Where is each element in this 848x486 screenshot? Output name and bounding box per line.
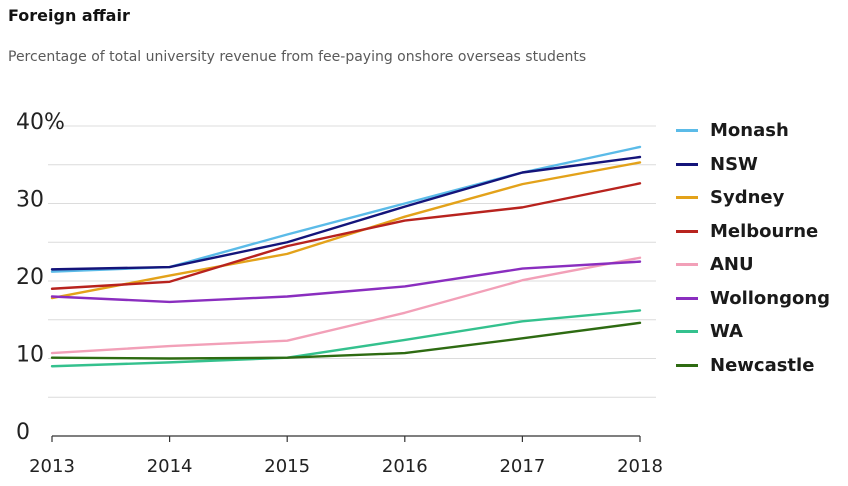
x-axis <box>51 435 641 442</box>
series-line-sydney <box>50 161 642 300</box>
legend-swatch <box>676 162 698 166</box>
series-line-nsw <box>50 155 642 271</box>
legend-item-wa: WA <box>676 315 830 349</box>
legend-label: WA <box>710 321 743 343</box>
legend-item-wollongong: Wollongong <box>676 282 830 316</box>
x-tick-label: 2017 <box>499 456 545 477</box>
legend-item-anu: ANU <box>676 248 830 282</box>
legend-item-sydney: Sydney <box>676 181 830 215</box>
legend-item-melbourne: Melbourne <box>676 215 830 249</box>
x-tick-label: 2016 <box>382 456 428 477</box>
legend-swatch <box>676 129 698 133</box>
series-line-monash <box>50 145 642 273</box>
x-tick-label: 2015 <box>264 456 310 477</box>
series-line-newcastle <box>50 321 642 360</box>
chart-subtitle: Percentage of total university revenue f… <box>8 49 587 65</box>
series-line-wollongong <box>50 260 642 304</box>
legend-label: Wollongong <box>710 287 831 309</box>
legend-label: Newcastle <box>710 354 815 376</box>
legend-swatch <box>676 363 698 367</box>
chart-legend: Monash NSW Sydney Melbourne ANU Wollongong WA N… <box>676 114 830 382</box>
x-tick-label: 2014 <box>147 456 193 477</box>
legend-swatch <box>676 263 698 267</box>
y-axis-ticks: 0 10 20 30 40% <box>16 110 65 445</box>
series-lines <box>50 145 642 368</box>
y-tick-label: 40% <box>16 110 65 135</box>
x-tick-label: 2013 <box>29 456 75 477</box>
legend-label: Monash <box>710 120 789 142</box>
legend-label: NSW <box>710 153 758 175</box>
legend-item-newcastle: Newcastle <box>676 349 830 383</box>
legend-swatch <box>676 229 698 233</box>
legend-item-monash: Monash <box>676 114 830 148</box>
y-tick-label: 10 <box>16 343 44 368</box>
legend-label: ANU <box>710 254 754 276</box>
y-tick-label: 20 <box>16 265 44 290</box>
legend-item-nsw: NSW <box>676 148 830 182</box>
x-tick-label: 2018 <box>617 456 663 477</box>
series-line-wa <box>50 309 642 368</box>
y-tick-label: 30 <box>16 188 44 213</box>
series-line-anu <box>50 256 642 355</box>
legend-swatch <box>676 330 698 334</box>
x-axis-ticks: 2013 2014 2015 2016 2017 2018 <box>29 456 663 477</box>
chart-title: Foreign affair <box>8 6 130 25</box>
legend-label: Sydney <box>710 187 785 209</box>
legend-swatch <box>676 196 698 200</box>
y-tick-label: 0 <box>16 420 30 445</box>
series-line-melbourne <box>50 182 642 290</box>
legend-swatch <box>676 296 698 300</box>
legend-label: Melbourne <box>710 220 819 242</box>
